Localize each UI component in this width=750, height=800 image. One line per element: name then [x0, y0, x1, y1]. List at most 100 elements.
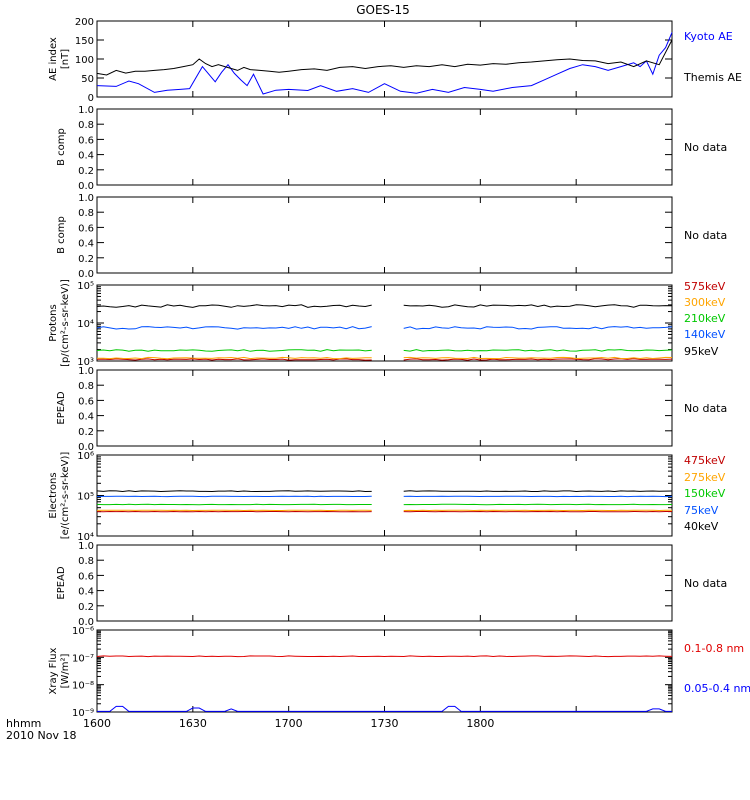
panel-protons: 10³ 10⁴ 10⁵ Protons [p/(cm²-s-sr-keV)] 575keV…: [48, 279, 726, 368]
y-tick-label: 0.4: [78, 151, 94, 162]
x-tick-label: 1730: [371, 717, 399, 730]
y-tick-label: 10⁻⁷: [72, 653, 94, 664]
y-tick-label: 1.0: [78, 105, 94, 116]
series-line-210kev: [96, 349, 673, 352]
panel-bcomp2: 0.0 0.2 0.4 0.6 0.8 1.0 B comp No data: [56, 193, 727, 280]
y-tick-label: 0.2: [78, 254, 94, 265]
y-tick-label: 10⁵: [77, 492, 94, 503]
y-tick-label: 10⁻⁶: [72, 626, 94, 637]
plot-frame: [96, 108, 673, 186]
y-tick-label: 10⁴: [77, 532, 94, 543]
legend-item: 140keV: [684, 328, 726, 341]
x-tick-label: 1600: [83, 717, 111, 730]
series-line-140kev: [96, 326, 673, 330]
plot-frame: [96, 20, 673, 98]
y-tick-label: 150: [75, 36, 94, 47]
y-tick-label: 200: [75, 17, 94, 28]
x-tick-label: 1700: [275, 717, 303, 730]
legend-item: 210keV: [684, 312, 726, 325]
date-label: 2010 Nov 18: [6, 729, 76, 742]
y-axis-label: Protons: [48, 304, 59, 341]
y-tick-label: 0.0: [78, 181, 94, 192]
plot-frame: [96, 629, 673, 713]
legend-item: 0.05-0.4 nm: [684, 682, 750, 695]
y-tick-label: 10⁻⁹: [72, 708, 94, 719]
y-axis-label: Electrons: [48, 472, 59, 518]
y-tick-label: 0.2: [78, 602, 94, 613]
legend-item: 75keV: [684, 504, 719, 517]
y-axis-label: EPEAD: [56, 566, 67, 600]
y-tick-label: 0.4: [78, 412, 94, 423]
panel-electrons: 10⁴ 10⁵ 10⁶ Electrons [e/(cm²-s-sr-keV)] 475k…: [48, 451, 726, 543]
plot-frame: [96, 454, 673, 537]
plot-frame: [96, 284, 673, 362]
y-axis-label: [nT]: [60, 49, 71, 69]
legend-item: 300keV: [684, 296, 726, 309]
y-tick-label: 10⁵: [77, 281, 94, 292]
y-tick-label: 50: [81, 74, 94, 85]
y-tick-label: 0.4: [78, 239, 94, 250]
legend-item: 0.1-0.8 nm: [684, 642, 744, 655]
no-data-label: No data: [684, 577, 727, 590]
panel-ae: 0 50 100 150 200 AE index [nT] Kyoto AE Themis A…: [48, 17, 742, 104]
y-tick-label: 1.0: [78, 193, 94, 204]
series-line-300kev: [97, 356, 673, 360]
y-axis-label: AE index: [48, 37, 59, 81]
y-axis-label: EPEAD: [56, 391, 67, 425]
series-line-40kev: [96, 490, 673, 493]
y-tick-label: 0.8: [78, 381, 94, 392]
no-data-label: No data: [684, 402, 727, 415]
y-tick-label: 100: [75, 55, 94, 66]
y-axis-label: B comp: [56, 216, 67, 254]
y-tick-label: 0.8: [78, 556, 94, 567]
series-line-themis-ae: [96, 39, 673, 76]
y-tick-label: 10⁶: [77, 451, 94, 462]
time-label: hhmm: [6, 717, 41, 730]
x-tick-label: 1630: [179, 717, 207, 730]
y-axis-label: [W/m²]: [60, 653, 71, 688]
plot-frame: [96, 369, 673, 447]
y-tick-label: 0.0: [78, 269, 94, 280]
series-line-kyoto-ae: [96, 32, 673, 95]
series-line-0-1-0-8-nm: [96, 655, 673, 658]
panels: 0 50 100 150 200 AE index [nT] Kyoto AE Themis A…: [48, 17, 750, 719]
legend-item: 95keV: [684, 345, 719, 358]
y-axis-label: Xray Flux: [48, 647, 59, 694]
y-tick-label: 0.0: [78, 617, 94, 628]
y-axis-label: [p/(cm²-s-sr-keV)]: [60, 279, 71, 367]
y-tick-label: 10⁻⁸: [72, 681, 94, 692]
x-tick-label: 1800: [466, 717, 494, 730]
y-tick-label: 0.2: [78, 427, 94, 438]
legend-item: 475keV: [684, 454, 726, 467]
no-data-label: No data: [684, 229, 727, 242]
legend-item: 575keV: [684, 280, 726, 293]
y-tick-label: 0.4: [78, 587, 94, 598]
plot-frame: [96, 544, 673, 622]
y-tick-label: 0.8: [78, 208, 94, 219]
series-line-575kev: [96, 358, 673, 361]
y-tick-label: 10³: [77, 357, 94, 368]
y-axis-label: B comp: [56, 128, 67, 166]
panel-bcomp1: 0.0 0.2 0.4 0.6 0.8 1.0 B comp No data: [56, 105, 727, 192]
y-tick-label: 0.6: [78, 135, 94, 146]
y-tick-label: 0.6: [78, 571, 94, 582]
no-data-label: No data: [684, 141, 727, 154]
y-tick-label: 10⁴: [77, 319, 94, 330]
y-tick-label: 0.2: [78, 166, 94, 177]
plot-frame: [96, 196, 673, 274]
y-tick-label: 0.0: [78, 442, 94, 453]
y-tick-label: 0.8: [78, 120, 94, 131]
y-tick-label: 0: [88, 93, 94, 104]
y-tick-label: 0.6: [78, 396, 94, 407]
panel-epead2: 0.0 0.2 0.4 0.6 0.8 1.0 EPEAD No data: [56, 541, 727, 628]
legend-item: 40keV: [684, 520, 719, 533]
legend-item: Kyoto AE: [684, 30, 733, 43]
series-line-0-05-0-4-nm: [97, 705, 672, 712]
legend-item: 150keV: [684, 487, 726, 500]
legend-item: 275keV: [684, 471, 726, 484]
y-tick-label: 1.0: [78, 541, 94, 552]
y-tick-label: 1.0: [78, 366, 94, 377]
chart-title: GOES-15: [356, 3, 410, 17]
legend-item: Themis AE: [683, 71, 742, 84]
